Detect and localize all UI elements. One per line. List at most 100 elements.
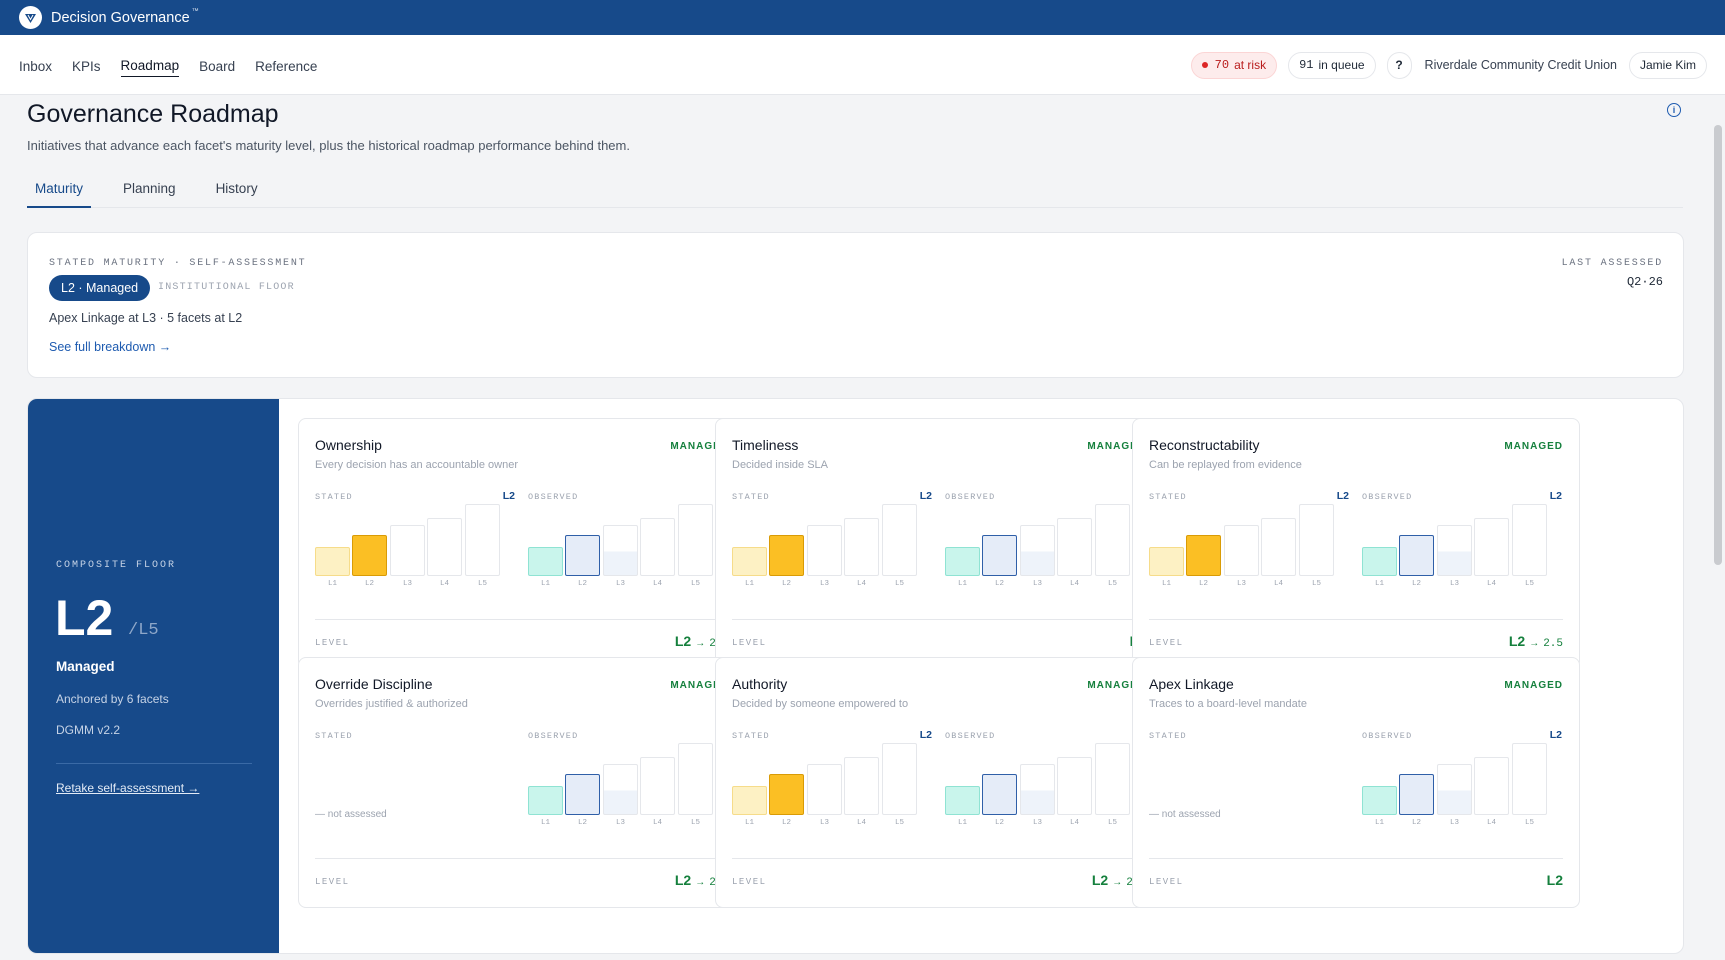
help-button[interactable]: ? [1386, 51, 1412, 79]
facet-name: Override Discipline [315, 676, 433, 692]
facet-card-reconstructability[interactable]: Reconstructability MANAGED Can be replayed… [1132, 418, 1580, 669]
tab-maturity[interactable]: Maturity [27, 170, 92, 208]
stated-bar-label: L3 [402, 580, 412, 588]
stated-bar-label: L4 [856, 819, 866, 827]
observed-bar-label: L5 [690, 819, 700, 827]
stated-bar-label: L3 [1236, 580, 1246, 588]
queue-pill[interactable]: 91 in queue [1288, 51, 1376, 79]
trademark-mark: ™ [191, 8, 199, 15]
stated-bar-l1 [315, 547, 350, 576]
observed-bar-l1 [945, 786, 980, 815]
facet-card-override-discipline[interactable]: Override Discipline MANAGED Overrides just… [298, 657, 746, 908]
facet-card-apex-linkage[interactable]: Apex Linkage MANAGED Traces to a board-lev… [1132, 657, 1580, 908]
observed-label: OBSERVED [528, 731, 579, 741]
stated-bar-l4 [844, 757, 879, 815]
main-nav: Inbox KPIs Roadmap Board Reference 70 at… [0, 35, 1725, 95]
observed-bar-label: L3 [615, 819, 625, 827]
facet-current-level: L2 [674, 872, 692, 888]
facet-current-level: L2 [1546, 872, 1563, 888]
observed-bar-l3 [603, 764, 638, 815]
stated-level: L2 [919, 490, 932, 502]
facet-description: Overrides justified & authorized [315, 698, 468, 710]
facet-description: Traces to a board-level mandate [1149, 698, 1307, 710]
nav-link-inbox[interactable]: Inbox [19, 58, 53, 74]
stated-bar-l4 [844, 518, 879, 576]
observed-bar-l1 [528, 786, 563, 815]
observed-label: OBSERVED [945, 731, 996, 741]
arrow-right-icon: → [695, 638, 706, 649]
observed-bar-label: L2 [577, 819, 587, 827]
observed-bar-l4 [1474, 757, 1509, 815]
page-scrollbar[interactable] [1714, 125, 1722, 565]
observed-bar-label: L5 [1107, 580, 1117, 588]
observed-bar-label: L2 [1411, 580, 1421, 588]
observed-bar-label: L1 [957, 580, 967, 588]
tab-planning[interactable]: Planning [123, 181, 176, 196]
nav-right: 70 at risk 91 in queue ? Riverdale Commu… [1180, 35, 1707, 95]
stated-bar-l3 [390, 525, 425, 576]
facet-level-label: LEVEL [315, 638, 350, 648]
facet-description: Decided inside SLA [732, 459, 829, 471]
stated-bar-l3 [807, 764, 842, 815]
stated-label: STATED [315, 492, 353, 502]
at-risk-pill[interactable]: 70 at risk [1190, 51, 1278, 79]
facet-status: MANAGED [670, 680, 729, 691]
info-icon[interactable]: i [1667, 103, 1681, 117]
observed-bar-label: L3 [615, 580, 625, 588]
facet-card-ownership[interactable]: Ownership MANAGED Every decision has an ac… [298, 418, 746, 669]
at-risk-label: at risk [1234, 58, 1267, 72]
observed-bar-label: L1 [1374, 819, 1384, 827]
nav-link-board[interactable]: Board [199, 58, 236, 74]
arrow-right-icon: → [695, 877, 706, 888]
facet-card-authority[interactable]: Authority MANAGED Decided by someone empow… [715, 657, 1163, 908]
observed-bar-l3 [1437, 525, 1472, 576]
stated-level: L2 [919, 729, 932, 741]
stated-bar-l5 [882, 743, 917, 815]
stated-bar-l3 [807, 525, 842, 576]
facet-description: Decided by someone empowered to [732, 698, 909, 710]
observed-bar-label: L3 [1449, 819, 1459, 827]
stated-bar-label: L4 [856, 580, 866, 588]
composite-floor-panel: COMPOSITE FLOOR L2 /L5 Managed Anchored … [28, 399, 279, 953]
facet-card-timeliness[interactable]: Timeliness MANAGED Decided inside SLA STATE… [715, 418, 1163, 669]
app-logo-icon[interactable] [19, 6, 42, 29]
stated-maturity-label: STATED MATURITY · SELF-ASSESSMENT [49, 258, 307, 269]
observed-label: OBSERVED [945, 492, 996, 502]
facet-level-readout: L2→2.5 [1509, 633, 1563, 650]
see-full-breakdown-link[interactable]: See full breakdown → [49, 340, 172, 354]
facet-description: Every decision has an accountable owner [315, 459, 519, 471]
nav-link-roadmap[interactable]: Roadmap [120, 53, 180, 77]
observed-bar-l3 [1020, 764, 1055, 815]
user-menu-button[interactable]: Jamie Kim [1628, 51, 1707, 79]
nav-link-reference[interactable]: Reference [255, 58, 318, 74]
stated-chart: STATED — not assessed [1149, 731, 1349, 827]
stated-bar-label: L1 [327, 580, 337, 588]
page-title: Governance Roadmap [27, 100, 279, 128]
stated-chart: STATED L2 L1 L2 L3 L4 L5 [732, 490, 932, 588]
stated-bar-label: L1 [744, 580, 754, 588]
stated-bar-label: L2 [1198, 580, 1208, 588]
arrow-right-icon: → [1112, 877, 1123, 888]
facet-divider [315, 858, 729, 859]
facet-level-label: LEVEL [732, 638, 767, 648]
retake-self-assessment-link[interactable]: Retake self-assessment → [56, 781, 200, 795]
observed-bar-label: L1 [1374, 580, 1384, 588]
stated-bar-label: L4 [1273, 580, 1283, 588]
stated-bar-l5 [465, 504, 500, 576]
page-subtitle: Initiatives that advance each facet's ma… [27, 138, 630, 153]
nav-link-kpis[interactable]: KPIs [72, 58, 101, 74]
composite-section: COMPOSITE FLOOR L2 /L5 Managed Anchored … [27, 398, 1684, 954]
observed-bar-l2 [565, 535, 600, 576]
observed-bar-label: L1 [957, 819, 967, 827]
observed-bar-l4 [1057, 757, 1092, 815]
observed-bar-label: L4 [652, 819, 662, 827]
facet-divider [732, 619, 1146, 620]
facet-level-readout: L2 [1547, 872, 1563, 888]
observed-bar-l5 [1512, 743, 1547, 815]
observed-label: OBSERVED [1362, 731, 1413, 741]
tab-history[interactable]: History [215, 181, 258, 196]
stated-bar-l2 [352, 535, 387, 576]
stated-maturity-description: Apex Linkage at L3 · 5 facets at L2 [49, 311, 243, 325]
observed-bar-l2 [1399, 535, 1434, 576]
